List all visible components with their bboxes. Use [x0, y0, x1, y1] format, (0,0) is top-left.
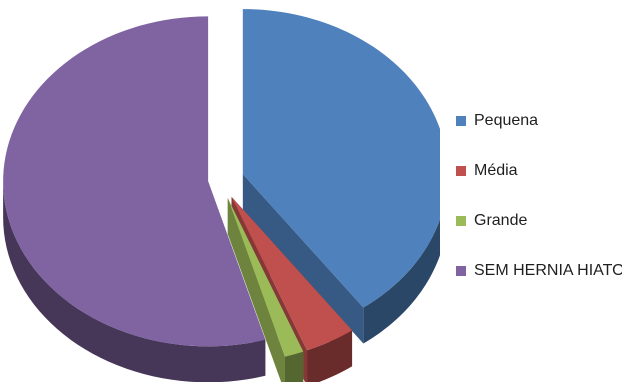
legend-swatch-sem-hernia-hiato [456, 266, 466, 276]
legend-label-media: Média [474, 162, 518, 180]
chart-legend: Pequena Média Grande SEM HERNIA HIATO [456, 110, 622, 310]
legend-item-grande: Grande [456, 210, 622, 232]
legend-item-sem-hernia-hiato: SEM HERNIA HIATO [456, 260, 622, 282]
legend-swatch-media [456, 166, 466, 176]
legend-label-pequena: Pequena [474, 112, 538, 130]
legend-swatch-pequena [456, 116, 466, 126]
pie-slice-side-grande-0 [285, 352, 303, 382]
pie-chart [0, 0, 440, 382]
pie-chart-svg [0, 0, 440, 382]
legend-label-grande: Grande [474, 212, 527, 230]
legend-item-media: Média [456, 160, 622, 182]
legend-swatch-grande [456, 216, 466, 226]
legend-label-sem-hernia-hiato: SEM HERNIA HIATO [474, 262, 622, 280]
legend-item-pequena: Pequena [456, 110, 622, 132]
